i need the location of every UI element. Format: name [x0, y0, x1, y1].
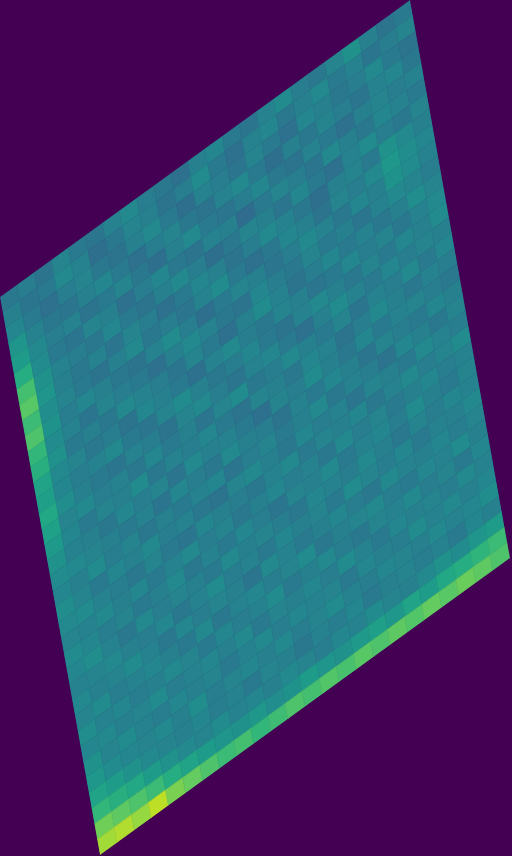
heatmap-cell	[148, 790, 168, 818]
heatmap-cell	[439, 580, 459, 608]
heatmap-cell	[473, 555, 493, 583]
heatmap-cell	[234, 728, 254, 756]
heatmap-cell	[405, 604, 425, 632]
heatmap-cell	[131, 802, 151, 830]
heatmap-cell	[422, 592, 442, 620]
heatmap-cells	[0, 0, 510, 855]
chart	[0, 0, 512, 856]
heatmap-cell	[353, 642, 373, 670]
heatmap-cell	[319, 666, 339, 694]
heatmap-cell	[456, 567, 476, 595]
heatmap-cell	[166, 778, 186, 806]
heatmap-cell	[217, 741, 237, 769]
heatmap-cell	[371, 629, 391, 657]
heatmap-cell	[302, 679, 322, 707]
heatmap-cell	[97, 827, 117, 855]
heatmap-cell	[285, 691, 305, 719]
heatmap-cell	[114, 815, 134, 843]
heatmap-cell	[490, 543, 510, 571]
heatmap-cell	[336, 654, 356, 682]
heatmap-cell	[200, 753, 220, 781]
heatmap-cell	[251, 716, 271, 744]
heatmap-cell	[183, 765, 203, 793]
heatmap-cell	[388, 617, 408, 645]
background	[0, 0, 512, 856]
heatmap-cell	[268, 703, 288, 731]
